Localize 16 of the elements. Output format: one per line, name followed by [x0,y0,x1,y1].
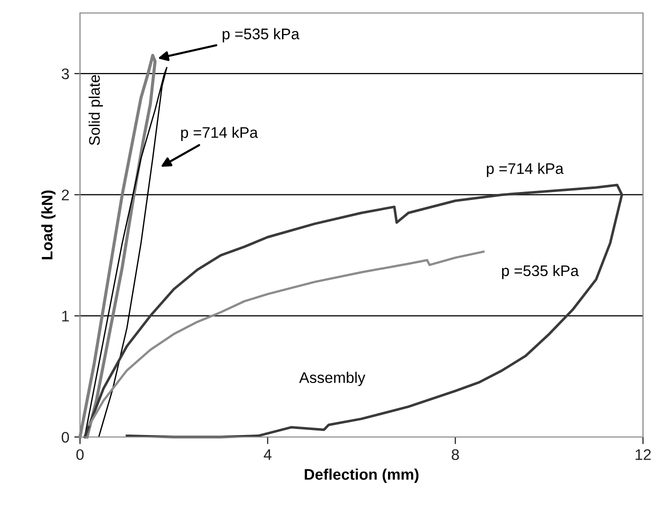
annotation: Assembly [299,372,366,386]
x-tick-label: 8 [452,449,459,460]
annotation: p =714 kPa [181,126,258,141]
x-tick-label: 12 [636,449,651,460]
x-axis-title: Deflection (mm) [304,468,418,483]
y-axis-title: Load (kN) [41,190,56,260]
y-tick-label: 2 [62,190,69,200]
annotation: p =535 kPa [502,264,579,280]
x-tick-label: 4 [264,449,272,460]
annotation: p =714 kPa [486,162,564,177]
y-tick-label: 3 [62,68,69,80]
annotation: Solid plate [88,75,103,146]
y-tick-label: 0 [62,432,69,443]
annotation: p =535 kPa [222,28,300,42]
y-tick-label: 1 [62,310,69,322]
x-tick-label: 0 [76,449,84,460]
